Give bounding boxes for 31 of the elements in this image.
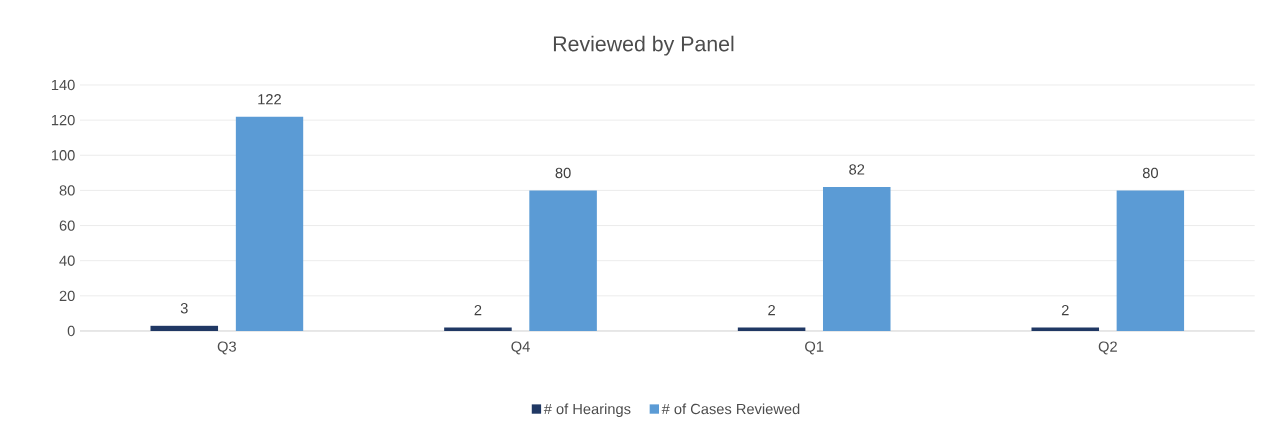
legend-label: # of Hearings bbox=[543, 403, 631, 418]
bar bbox=[1116, 190, 1185, 331]
bar bbox=[529, 190, 597, 331]
data-label: 82 bbox=[849, 164, 865, 175]
y-tick-label: 40 bbox=[59, 255, 75, 266]
bar bbox=[1031, 327, 1100, 331]
y-tick-label: 0 bbox=[67, 325, 75, 337]
y-tick-label: 120 bbox=[51, 114, 75, 126]
data-label: 2 bbox=[1061, 304, 1069, 316]
chart-title: Reviewed by Panel bbox=[553, 35, 734, 56]
bar bbox=[444, 327, 512, 331]
legend-label: # of Cases Reviewed bbox=[661, 403, 800, 415]
data-label: 80 bbox=[1142, 167, 1158, 179]
data-label: 80 bbox=[555, 167, 571, 179]
data-label: 2 bbox=[768, 304, 775, 316]
y-tick-label: 20 bbox=[59, 290, 75, 302]
bar bbox=[737, 327, 806, 331]
x-tick-label: Q4 bbox=[511, 341, 530, 355]
y-tick-label: 80 bbox=[59, 185, 75, 196]
data-label: 2 bbox=[474, 304, 482, 316]
y-tick-label: 60 bbox=[59, 220, 75, 231]
x-tick-label: Q1 bbox=[805, 341, 824, 355]
bar bbox=[235, 116, 304, 331]
data-label: 3 bbox=[180, 303, 188, 314]
bar bbox=[150, 325, 219, 331]
bar bbox=[822, 186, 891, 331]
y-tick-label: 100 bbox=[51, 150, 75, 161]
y-tick-label: 140 bbox=[51, 79, 75, 91]
x-tick-label: Q3 bbox=[217, 341, 236, 355]
x-tick-label: Q2 bbox=[1098, 341, 1117, 355]
data-label: 122 bbox=[258, 94, 281, 105]
